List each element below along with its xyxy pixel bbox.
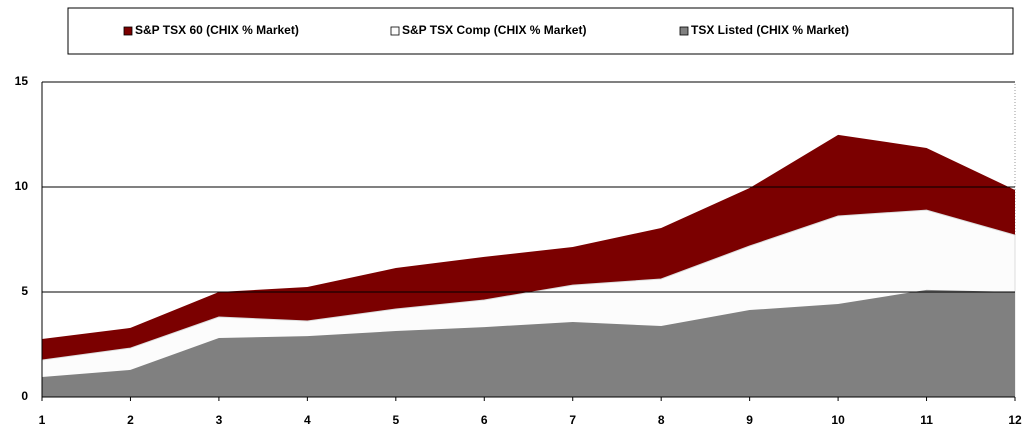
area: [42, 289, 1015, 397]
x-tick-label: 1: [39, 413, 46, 427]
y-tick-label: 0: [21, 389, 28, 403]
x-tick-label: 6: [481, 413, 488, 427]
x-tick-label: 4: [304, 413, 311, 427]
x-tick-label: 2: [127, 413, 134, 427]
x-tick-label: 12: [1008, 413, 1022, 427]
legend-label: TSX Listed (CHIX % Market): [691, 23, 849, 37]
y-tick-label: 10: [15, 179, 29, 193]
y-tick-label: 5: [21, 284, 28, 298]
legend-swatch: [123, 26, 133, 36]
x-tick-label: 7: [569, 413, 576, 427]
legend-box: [67, 7, 1014, 55]
x-tick-label: 10: [831, 413, 845, 427]
x-tick-label: 3: [216, 413, 223, 427]
x-tick-label: 9: [746, 413, 753, 427]
y-tick-label: 15: [15, 74, 29, 88]
legend-swatch: [679, 26, 689, 36]
x-tick-label: 5: [392, 413, 399, 427]
legend-label: S&P TSX Comp (CHIX % Market): [402, 23, 586, 37]
x-tick-label: 8: [658, 413, 665, 427]
x-tick-label: 11: [920, 413, 933, 427]
legend-label: S&P TSX 60 (CHIX % Market): [135, 23, 299, 37]
legend-swatch: [390, 26, 400, 36]
